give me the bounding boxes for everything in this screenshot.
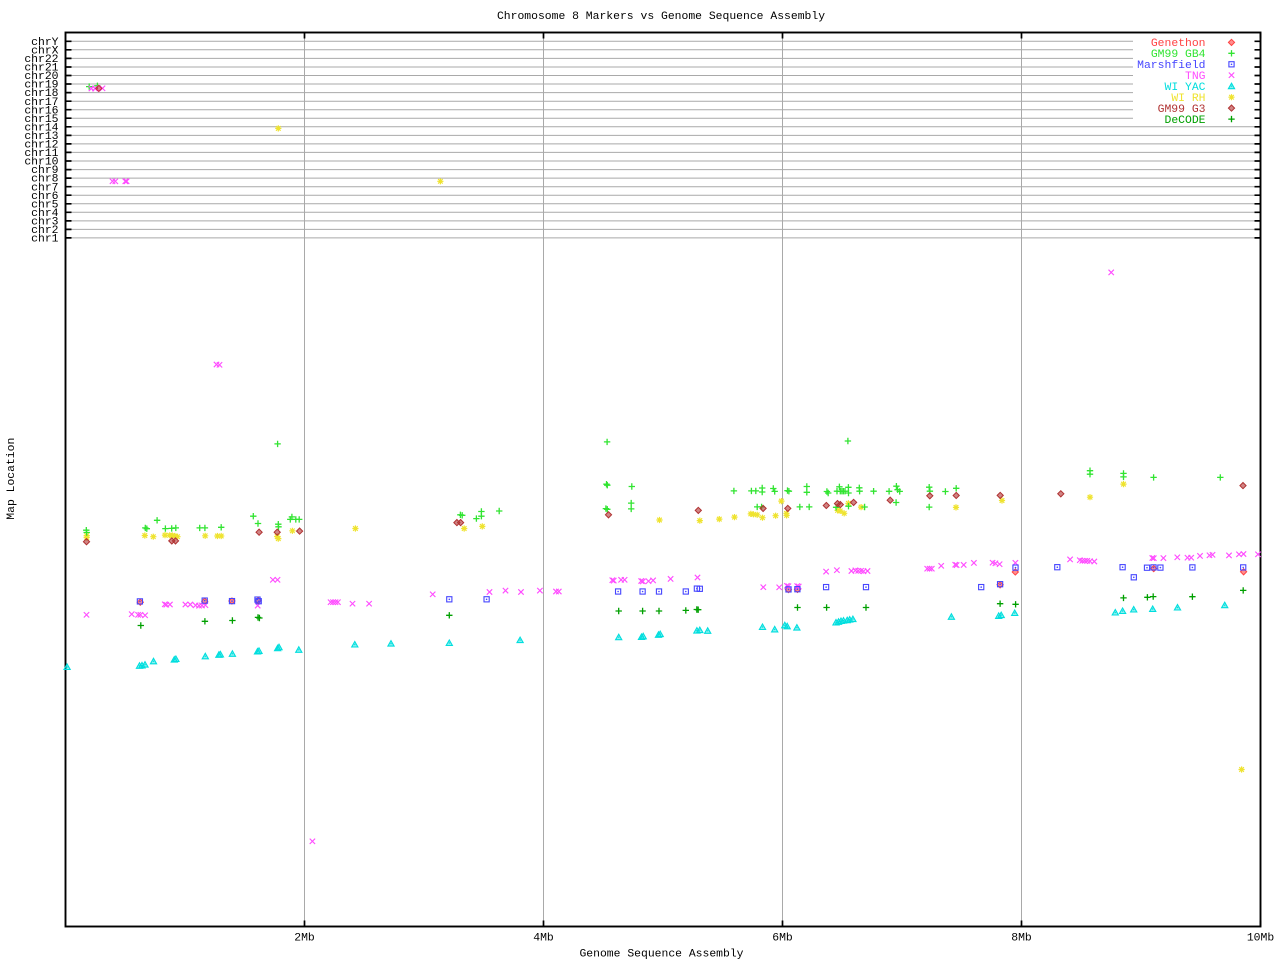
svg-text:chr21: chr21	[24, 63, 58, 75]
svg-text:chr9: chr9	[31, 165, 59, 177]
svg-text:chr12: chr12	[24, 140, 58, 152]
svg-text:chr13: chr13	[24, 131, 58, 143]
svg-text:6Mb: 6Mb	[772, 933, 793, 945]
svg-text:chr17: chr17	[24, 97, 58, 109]
svg-text:GM99 G3: GM99 G3	[1158, 104, 1206, 116]
svg-text:chr16: chr16	[24, 105, 58, 117]
svg-text:WI RH: WI RH	[1171, 93, 1205, 105]
svg-text:Chromosome 8 Markers vs Genome: Chromosome 8 Markers vs Genome Sequence …	[497, 11, 825, 23]
svg-text:chr2: chr2	[31, 225, 59, 237]
svg-text:chr18: chr18	[24, 88, 58, 100]
svg-text:chrY: chrY	[31, 37, 59, 49]
svg-text:chr15: chr15	[24, 114, 58, 126]
svg-text:chr14: chr14	[24, 122, 58, 134]
svg-text:Genethon: Genethon	[1151, 38, 1206, 50]
svg-text:Marshfield: Marshfield	[1137, 60, 1205, 72]
svg-text:chr6: chr6	[31, 191, 59, 203]
svg-text:GM99 GB4: GM99 GB4	[1151, 49, 1206, 61]
svg-text:chr7: chr7	[31, 182, 58, 194]
svg-text:chr8: chr8	[31, 174, 59, 186]
svg-text:chr3: chr3	[31, 217, 59, 229]
svg-text:chr19: chr19	[24, 80, 58, 92]
svg-text:chr4: chr4	[31, 208, 59, 220]
svg-text:chrX: chrX	[31, 45, 59, 57]
svg-text:DeCODE: DeCODE	[1164, 115, 1205, 127]
svg-text:4Mb: 4Mb	[533, 933, 554, 945]
svg-text:WI YAC: WI YAC	[1164, 82, 1205, 94]
svg-text:10Mb: 10Mb	[1247, 933, 1275, 945]
svg-text:2Mb: 2Mb	[294, 933, 315, 945]
svg-text:chr10: chr10	[24, 157, 58, 169]
svg-text:chr22: chr22	[24, 54, 58, 66]
svg-text:8Mb: 8Mb	[1011, 933, 1032, 945]
svg-text:Genome Sequence Assembly: Genome Sequence Assembly	[579, 949, 743, 960]
svg-text:chr11: chr11	[24, 148, 58, 160]
svg-text:chr20: chr20	[24, 71, 58, 83]
svg-text:TNG: TNG	[1185, 71, 1206, 83]
svg-text:chr5: chr5	[31, 199, 59, 211]
svg-text:chr1: chr1	[31, 234, 59, 246]
svg-text:Map Location: Map Location	[6, 438, 18, 520]
